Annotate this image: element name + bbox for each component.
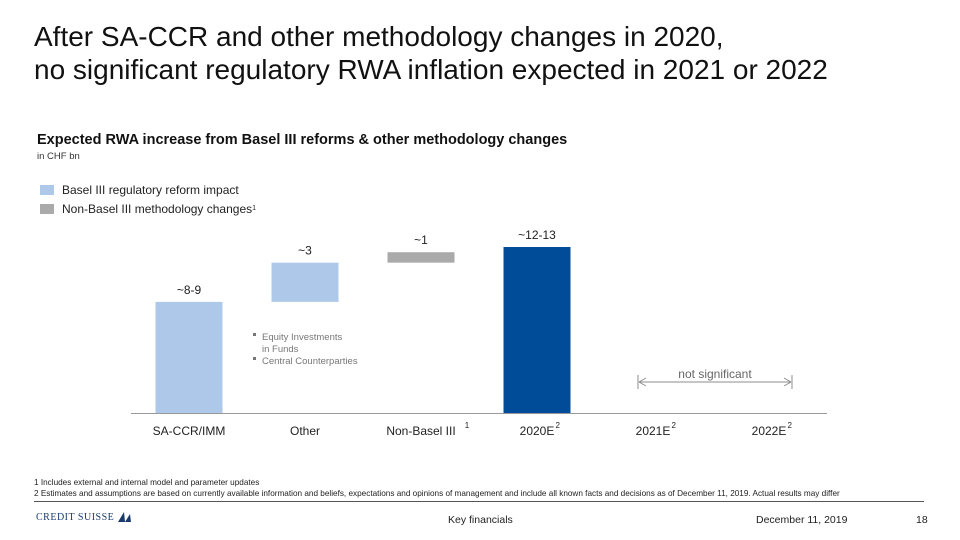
data-label-sa-ccr-imm: ~8-9 (177, 283, 202, 297)
tick-footnote-2021e: 2 (672, 421, 677, 430)
page-title: After SA-CCR and other methodology chang… (34, 20, 944, 86)
footnote-2: 2 Estimates and assumptions are based on… (34, 489, 840, 498)
footnotes: 1 Includes external and internal model a… (34, 477, 840, 499)
footnote-1: 1 Includes external and internal model a… (34, 478, 260, 487)
page-title-line-2: no significant regulatory RWA inflation … (34, 54, 828, 85)
page-title-line-1: After SA-CCR and other methodology chang… (34, 21, 724, 52)
legend-label-non-basel: Non-Basel III methodology changes (62, 201, 253, 216)
note-equity-line-2: in Funds (262, 344, 299, 355)
bar-other (271, 262, 339, 302)
tick-label-2022e: 2022E (752, 424, 787, 438)
tick-footnote-2020e: 2 (556, 421, 561, 430)
legend-label-basel: Basel III regulatory reform impact (62, 182, 239, 197)
chart-unit: in CHF bn (37, 151, 80, 162)
bar-non-basel-iii (387, 252, 455, 263)
chart-legend: Basel III regulatory reform impact Non-B… (40, 180, 256, 218)
tick-label-other: Other (290, 424, 320, 438)
bracket-left-arrow (638, 377, 647, 387)
data-label-non-basel-iii: ~1 (414, 233, 428, 247)
bracket-label: not significant (678, 367, 752, 381)
bar-sa-ccr-imm (155, 301, 223, 413)
tick-label-2020e: 2020E (520, 424, 555, 438)
waterfall-chart: ~8-9 ~3 ~1 ~12-13 SA-CCR/IMM Other Non-Basel I… (131, 228, 827, 438)
legend-swatch-non-basel (40, 203, 54, 214)
bar-2020e (503, 246, 571, 413)
note-bullet-1 (253, 333, 256, 336)
legend-footnote-mark: 1 (252, 205, 257, 212)
footer-divider (34, 501, 924, 502)
bracket-right-arrow (783, 377, 792, 387)
tick-footnote-2022e: 2 (788, 421, 793, 430)
page-number: 18 (916, 514, 928, 526)
logo-text: CREDIT SUISSE (36, 511, 115, 523)
sails-icon (118, 512, 132, 522)
legend-item-non-basel: Non-Basel III methodology changes 1 (40, 199, 256, 218)
data-label-other: ~3 (298, 244, 312, 258)
note-bullet-2 (253, 357, 256, 360)
chart-title: Expected RWA increase from Basel III ref… (37, 132, 568, 148)
footer-date: December 11, 2019 (756, 514, 848, 526)
tick-label-2021e: 2021E (636, 424, 671, 438)
legend-item-basel: Basel III regulatory reform impact (40, 180, 256, 199)
note-equity-line-1: Equity Investments (262, 332, 343, 343)
note-central-counterparties: Central Counterparties (262, 356, 358, 367)
footer-section: Key financials (448, 514, 513, 526)
tick-label-sa-ccr-imm: SA-CCR/IMM (153, 424, 226, 438)
tick-footnote-non-basel-iii: 1 (465, 421, 470, 430)
data-label-2020e: ~12-13 (518, 228, 556, 242)
tick-label-non-basel-iii: Non-Basel III (386, 424, 455, 438)
credit-suisse-logo: CREDIT SUISSE (36, 511, 132, 523)
legend-swatch-basel (40, 184, 54, 195)
